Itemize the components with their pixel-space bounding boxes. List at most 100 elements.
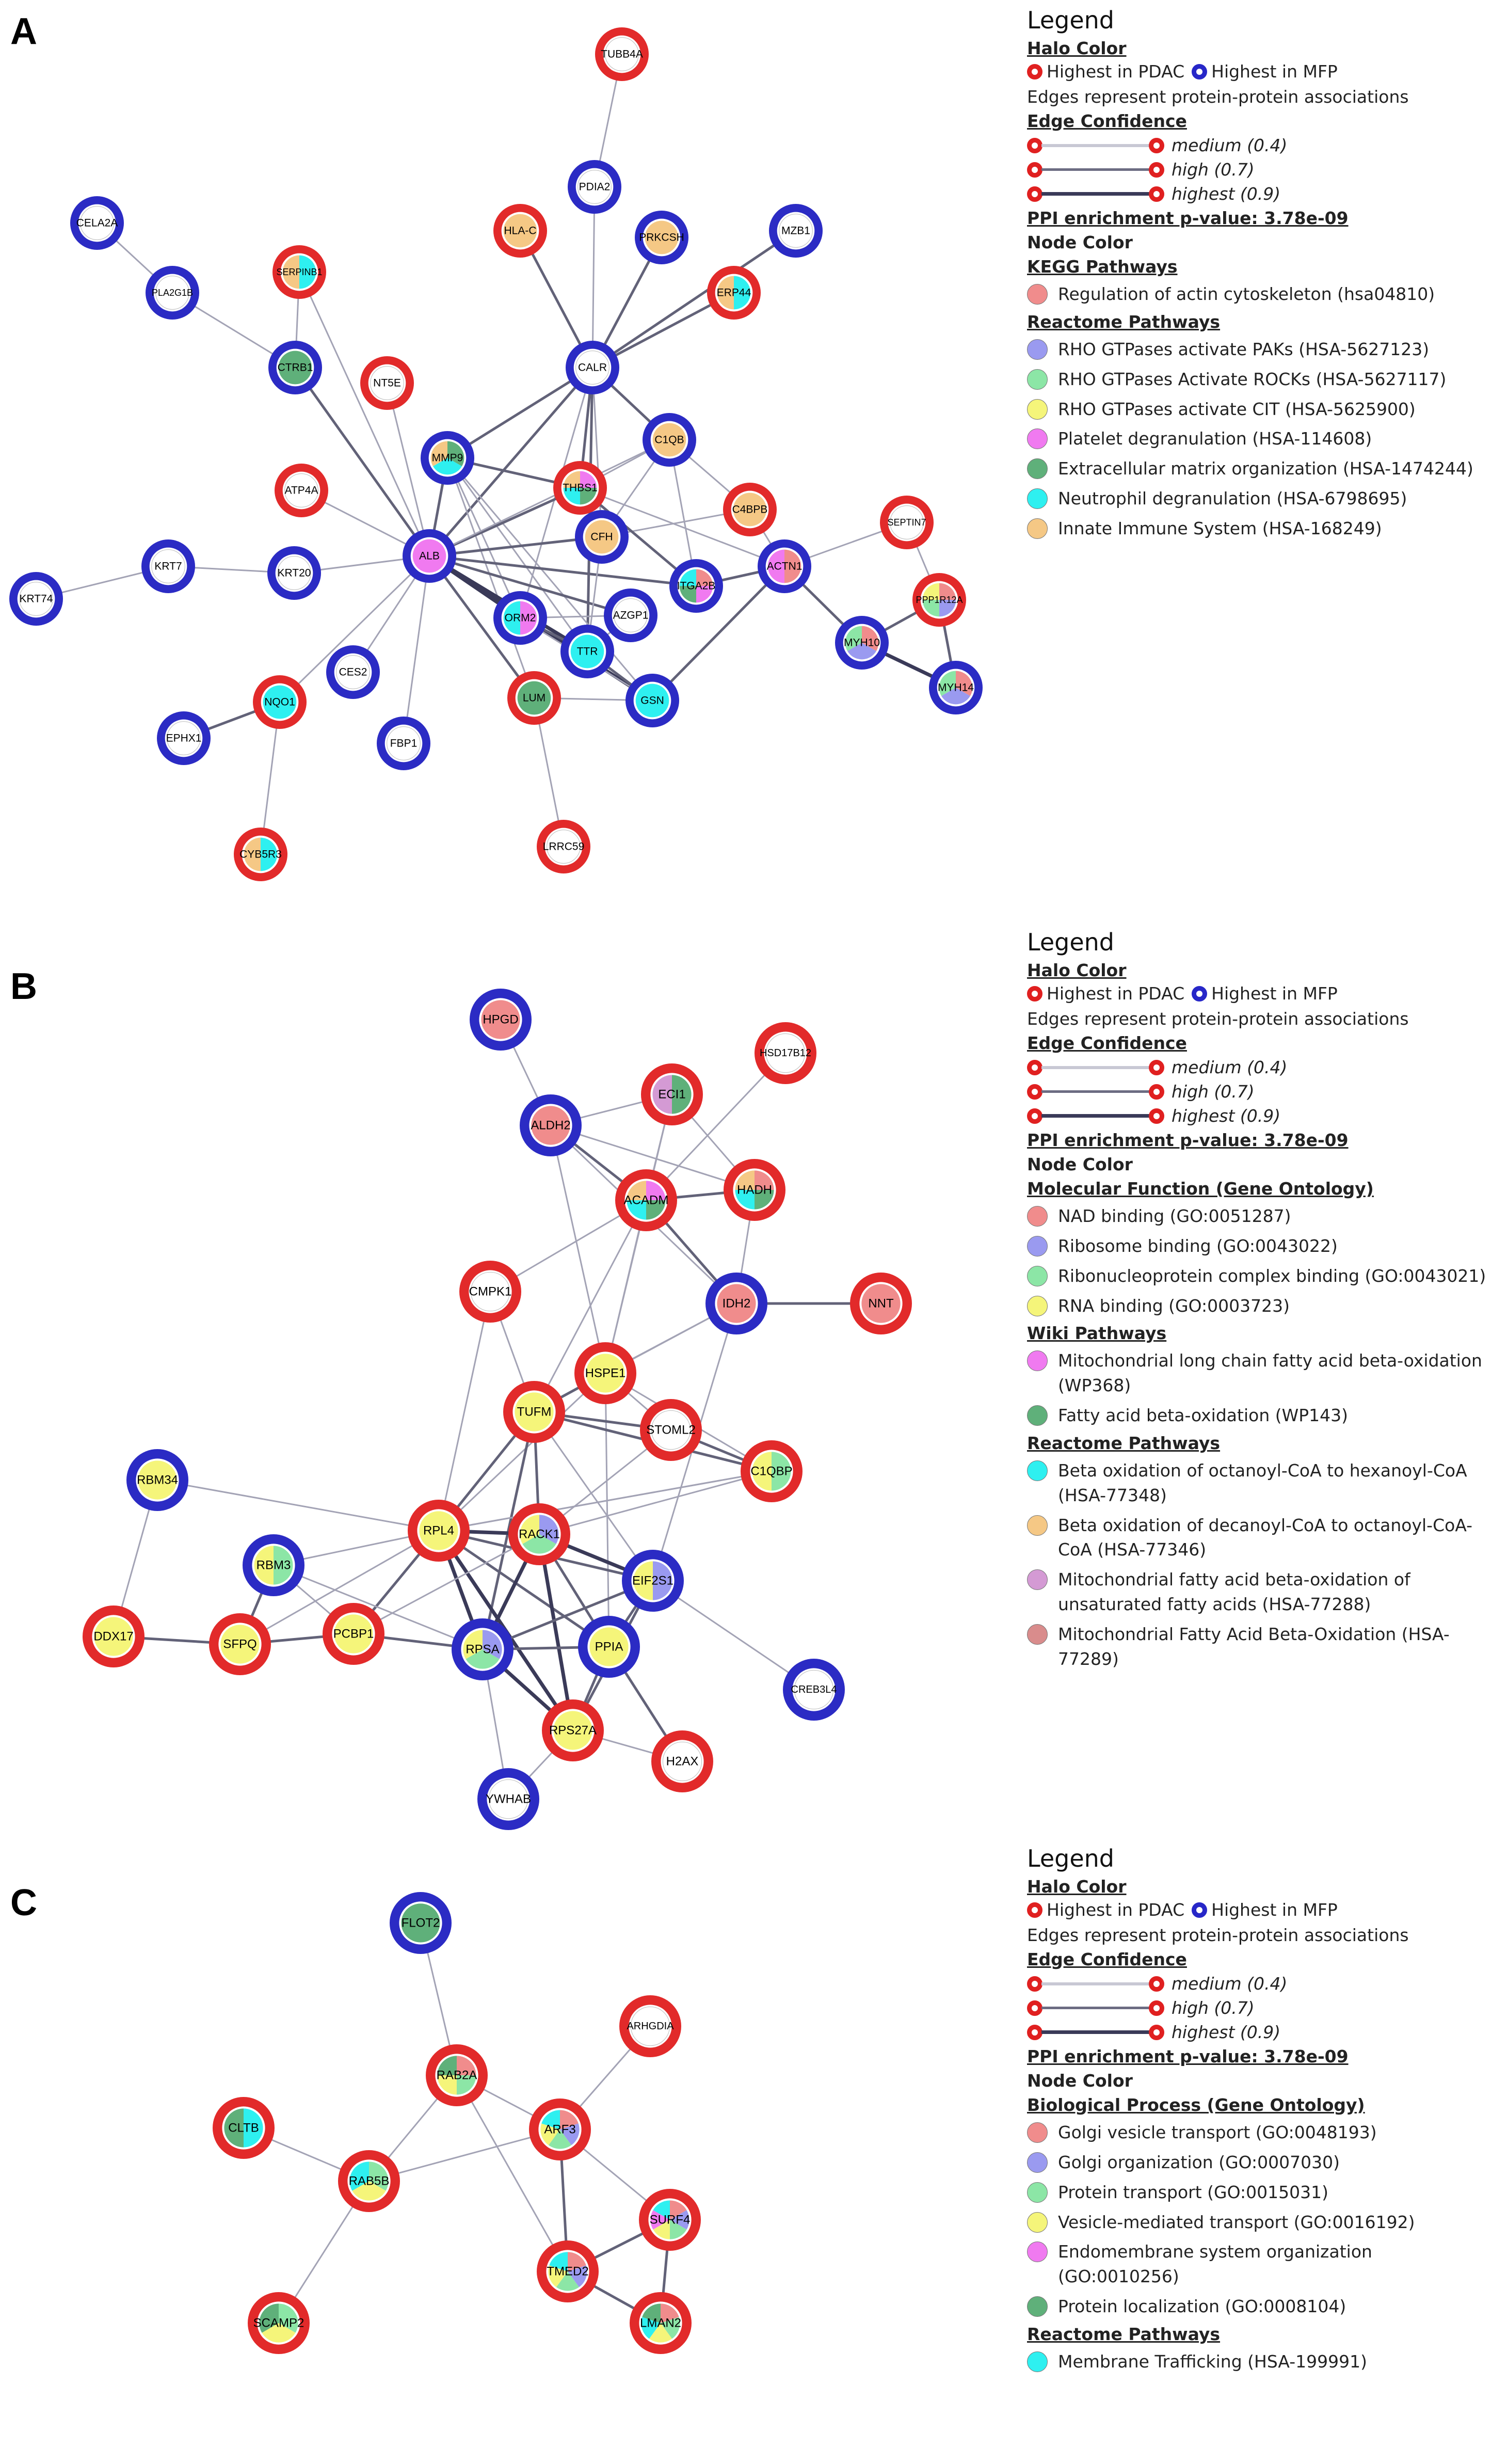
node-ECI1[interactable]: ECI1 (641, 1063, 703, 1125)
node-label: H2AX (666, 1755, 699, 1769)
halo-pdac-label: Highest in PDAC (1047, 1900, 1185, 1920)
node-STOML2[interactable]: STOML2 (640, 1399, 702, 1461)
node-RAB5B[interactable]: RAB5B (338, 2150, 400, 2212)
node-H2AX[interactable]: H2AX (651, 1730, 713, 1792)
edge-RAB2A-TMED2 (456, 2075, 569, 2272)
node-CMPK1[interactable]: CMPK1 (459, 1261, 521, 1323)
node-DDX17[interactable]: DDX17 (83, 1605, 145, 1667)
node-HSPE1[interactable]: HSPE1 (574, 1342, 636, 1404)
node-PPIA[interactable]: PPIA (578, 1616, 640, 1678)
node-ITGA2B[interactable]: ITGA2B (669, 559, 723, 613)
node-label: SCAMP2 (253, 2316, 304, 2330)
node-ORM2[interactable]: ORM2 (493, 591, 547, 645)
node-CFH[interactable]: CFH (575, 510, 629, 564)
node-ALB[interactable]: ALB (403, 529, 456, 583)
edge-confidence-header: Edge Confidence (1027, 1949, 1187, 1969)
node-RAB2A[interactable]: RAB2A (426, 2044, 488, 2106)
node-NNT[interactable]: NNT (850, 1273, 912, 1334)
node-FLOT2[interactable]: FLOT2 (390, 1892, 452, 1954)
node-LRRC59[interactable]: LRRC59 (537, 820, 590, 873)
node-KRT74[interactable]: KRT74 (9, 572, 63, 626)
node-EIF2S1[interactable]: EIF2S1 (622, 1550, 684, 1612)
node-MZB1[interactable]: MZB1 (769, 204, 823, 258)
node-RPL4[interactable]: RPL4 (408, 1500, 470, 1562)
node-TTR[interactable]: TTR (560, 625, 614, 678)
node-SCAMP2[interactable]: SCAMP2 (248, 2292, 310, 2354)
node-TUBB4A[interactable]: TUBB4A (595, 27, 649, 81)
node-MMP9[interactable]: MMP9 (421, 431, 474, 485)
node-C1QB[interactable]: C1QB (643, 413, 696, 467)
node-NT5E[interactable]: NT5E (360, 356, 414, 410)
node-CALR[interactable]: CALR (566, 341, 619, 394)
node-RPSA[interactable]: RPSA (452, 1618, 514, 1680)
node-HADH[interactable]: HADH (724, 1159, 785, 1221)
node-PLA2G1B[interactable]: PLA2G1B (146, 266, 199, 320)
node-SEPTIN7[interactable]: SEPTIN7 (880, 496, 934, 549)
node-GSN[interactable]: GSN (625, 674, 679, 727)
node-SERPINB1[interactable]: SERPINB1 (272, 245, 326, 299)
legend-item: Beta oxidation of decanoyl-CoA to octano… (1027, 1513, 1486, 1563)
node-SURF4[interactable]: SURF4 (639, 2189, 701, 2251)
node-CELA2A[interactable]: CELA2A (70, 196, 124, 250)
edge-MMP9-ORM2 (446, 457, 521, 618)
node-ARHGDIA[interactable]: ARHGDIA (619, 1995, 681, 2057)
node-fill-segment (767, 549, 784, 583)
node-MYH14[interactable]: MYH14 (929, 661, 983, 714)
edge-highest-label: highest (0.9) (1172, 184, 1281, 204)
edge-THBS1-ACTN1 (580, 487, 785, 567)
node-PCBP1[interactable]: PCBP1 (323, 1603, 384, 1665)
node-ACADM[interactable]: ACADM (615, 1169, 677, 1231)
legend-item-label: Platelet degranulation (HSA-114608) (1058, 428, 1372, 449)
node-fill (515, 1392, 554, 1432)
node-LMAN2[interactable]: LMAN2 (630, 2292, 692, 2354)
node-TMED2[interactable]: TMED2 (537, 2240, 599, 2302)
node-LUM[interactable]: LUM (507, 671, 561, 725)
node-CLTB[interactable]: CLTB (213, 2097, 275, 2159)
node-IDH2[interactable]: IDH2 (705, 1273, 767, 1334)
legend-color-swatch (1027, 458, 1048, 480)
legend-group-header: Reactome Pathways (1027, 1433, 1221, 1453)
node-label: PCBP1 (333, 1627, 374, 1641)
node-ERP44[interactable]: ERP44 (707, 266, 761, 320)
node-HSD17B12[interactable]: HSD17B12 (755, 1022, 816, 1084)
node-HLA-C[interactable]: HLA-C (493, 204, 547, 258)
node-TUFM[interactable]: TUFM (503, 1381, 565, 1443)
node-RPS27A[interactable]: RPS27A (542, 1699, 604, 1761)
node-C4BPB[interactable]: C4BPB (723, 483, 777, 536)
node-HPGD[interactable]: HPGD (470, 989, 532, 1051)
node-label: PPIA (595, 1640, 623, 1654)
node-CYB5R3[interactable]: CYB5R3 (234, 828, 287, 881)
node-AZGP1[interactable]: AZGP1 (604, 589, 657, 642)
node-C1QBP[interactable]: C1QBP (741, 1440, 803, 1502)
node-fill-segment (653, 2220, 670, 2239)
node-CTRB1[interactable]: CTRB1 (268, 341, 322, 394)
node-RBM34[interactable]: RBM34 (126, 1449, 188, 1511)
node-RACK1[interactable]: RACK1 (508, 1503, 570, 1565)
node-PPP1R12A[interactable]: PPP1R12A (912, 573, 966, 627)
node-MYH10[interactable]: MYH10 (835, 616, 889, 670)
node-FBP1[interactable]: FBP1 (377, 717, 430, 770)
node-KRT7[interactable]: KRT7 (141, 539, 195, 593)
legend-color-swatch (1027, 488, 1048, 510)
node-THBS1[interactable]: THBS1 (553, 461, 607, 515)
node-fill-segment (560, 2110, 579, 2129)
node-CES2[interactable]: CES2 (326, 645, 380, 699)
node-ACTN1[interactable]: ACTN1 (758, 539, 811, 593)
legend-item: Golgi vesicle transport (GO:0048193) (1027, 2120, 1486, 2145)
node-fill-segment (649, 2323, 672, 2343)
legend-color-swatch (1027, 518, 1048, 539)
node-RBM3[interactable]: RBM3 (243, 1534, 304, 1596)
node-PRKCSH[interactable]: PRKCSH (635, 211, 688, 264)
legend-color-swatch (1027, 2182, 1048, 2203)
node-ALDH2[interactable]: ALDH2 (520, 1094, 582, 1156)
node-YWHAB[interactable]: YWHAB (477, 1768, 539, 1830)
node-EPHX1[interactable]: EPHX1 (157, 711, 211, 765)
node-ATP4A[interactable]: ATP4A (275, 464, 328, 517)
node-PDIA2[interactable]: PDIA2 (568, 160, 621, 214)
node-fill-segment (735, 1170, 755, 1190)
node-CREB3L4[interactable]: CREB3L4 (783, 1659, 845, 1721)
node-KRT20[interactable]: KRT20 (267, 546, 321, 600)
node-SFPQ[interactable]: SFPQ (209, 1613, 271, 1675)
node-ARF3[interactable]: ARF3 (529, 2099, 591, 2160)
node-NQO1[interactable]: NQO1 (253, 675, 307, 729)
